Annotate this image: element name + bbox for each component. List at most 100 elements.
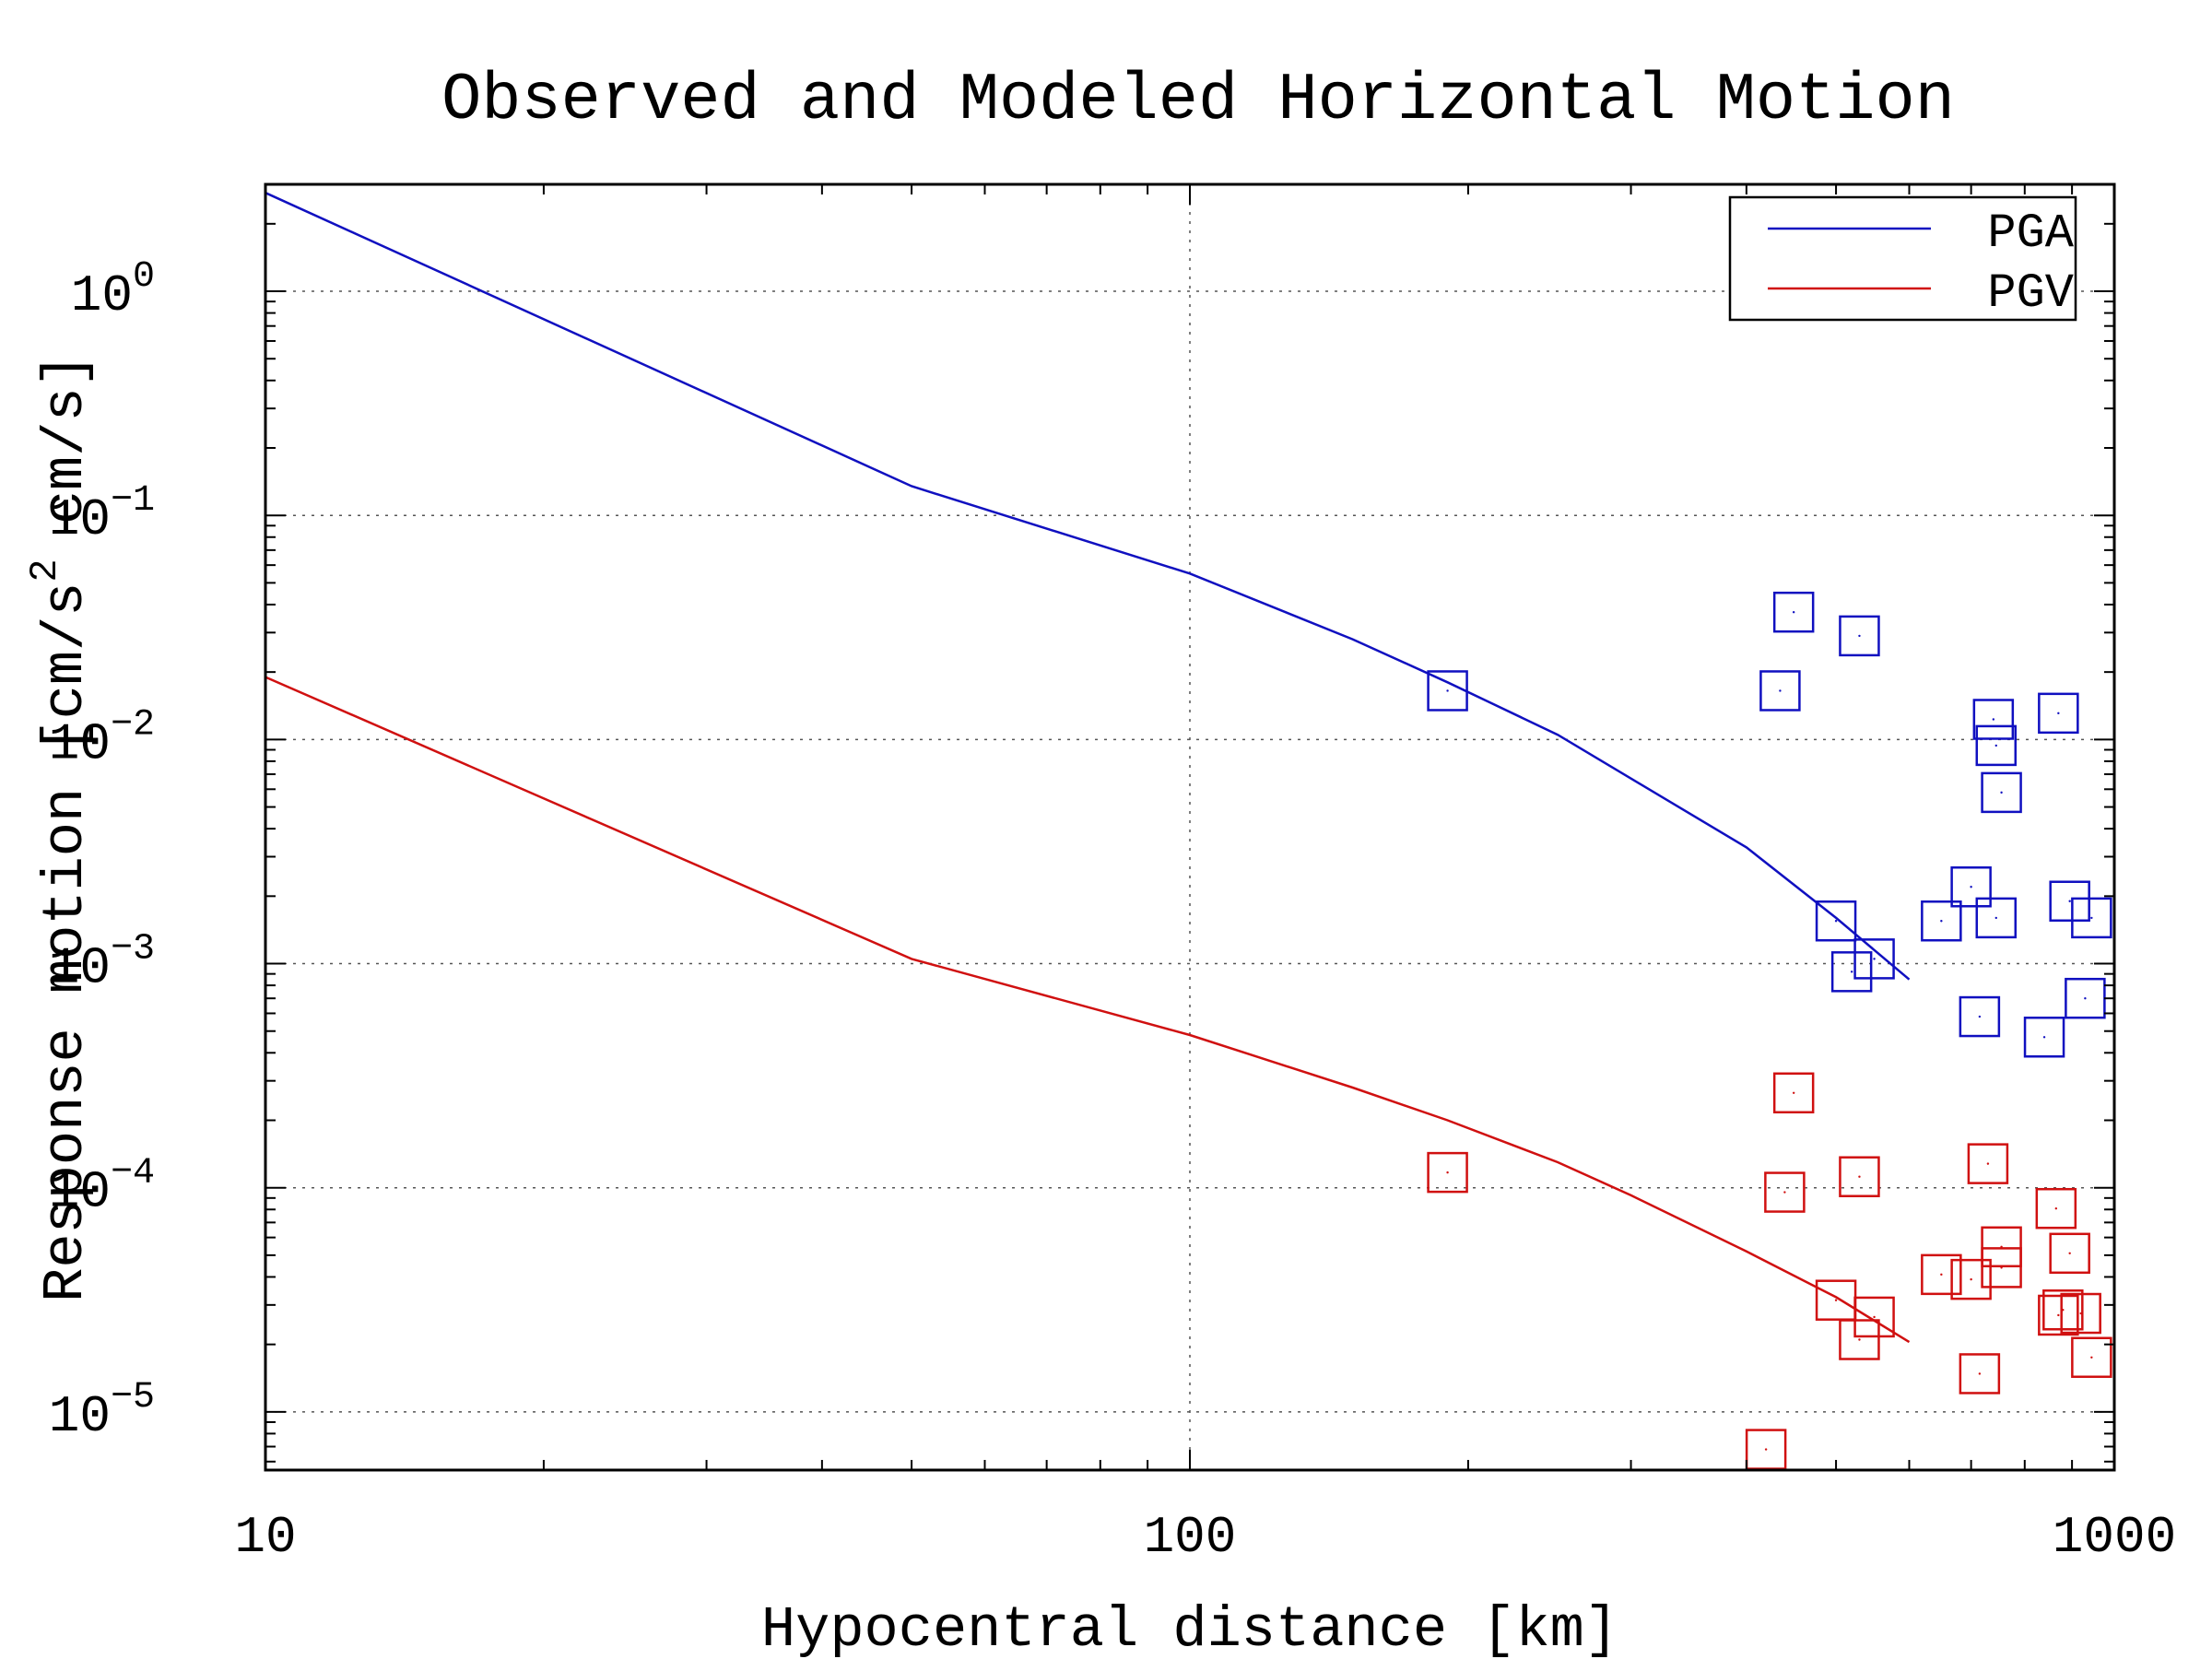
pgv-observed-marker	[1839, 1156, 1880, 1197]
pga-observed-marker	[1427, 670, 1468, 712]
pgv-observed-marker	[1427, 1151, 1468, 1194]
y-tick-base: 10	[49, 939, 111, 998]
pga-observed-marker-dot	[1779, 689, 1782, 692]
pga-observed-marker-dot	[2042, 1036, 2046, 1039]
pga-observed-marker-dot	[1994, 916, 1997, 920]
pgv-observed-marker-dot	[1940, 1273, 1943, 1277]
pgv-observed-marker-dot	[1970, 1277, 1972, 1281]
pga-observed-marker	[2038, 692, 2079, 735]
y-tick-exponent: −1	[111, 480, 155, 522]
pgv-observed-marker	[1921, 1253, 1962, 1296]
pgv-observed-marker	[1764, 1171, 1806, 1213]
y-tick-base: 10	[71, 266, 133, 325]
pgv-observed-marker-dot	[1764, 1448, 1768, 1451]
pgv-observed-marker-dot	[1446, 1171, 1449, 1174]
pgv-observed-marker-dot	[2057, 1313, 2060, 1317]
pga-observed-marker-dot	[1992, 718, 1995, 721]
x-tick-label: 1000	[2053, 1508, 2176, 1567]
y-tick-label: 10−2	[49, 704, 155, 773]
pgv-observed-marker-dot	[1858, 1175, 1861, 1178]
pgv-observed-marker	[1950, 1258, 1992, 1300]
pga-observed-marker	[1950, 866, 1992, 908]
pga-observed-marker	[1972, 699, 2015, 740]
pga-observed-marker	[2071, 897, 2112, 939]
pga-observed-marker-dot	[1940, 920, 1943, 923]
pga-observed-marker-dot	[1850, 971, 1853, 973]
y-tick-exponent: −4	[111, 1153, 155, 1194]
pgv-observed-marker	[2038, 1294, 2079, 1336]
pgv-observed-marker	[2071, 1336, 2112, 1379]
pgv-observed-marker	[1981, 1247, 2022, 1288]
pgv-observed-marker-dot	[1986, 1162, 1990, 1165]
y-tick-label: 10−4	[49, 1153, 155, 1222]
y-tick-label: 100	[71, 256, 155, 325]
pga-observed-marker-dot	[2084, 996, 2087, 1000]
pga-observed-marker	[1981, 771, 2022, 814]
pga-observed-marker-dot	[2068, 900, 2071, 902]
y-axis-label: Response motion [cm/s2 cm/s]	[23, 353, 99, 1302]
pgv-observed-marker	[1967, 1143, 2009, 1184]
legend-box	[1728, 195, 2077, 322]
plot-frame	[264, 182, 2116, 1472]
y-tick-label: 10−5	[49, 1377, 155, 1446]
pgv-observed-marker	[1981, 1226, 2022, 1268]
pga-observed-marker-dot	[2057, 712, 2060, 715]
pga-observed-marker	[1839, 615, 1880, 657]
pgv-observed-marker	[2060, 1292, 2101, 1335]
pga-observed-marker-dot	[1446, 689, 1449, 692]
y-axis-label-tail: cm/s]	[33, 353, 99, 559]
pga-observed-marker-dot	[1978, 1015, 1982, 1018]
y-tick-exponent: 0	[133, 256, 155, 298]
y-tick-base: 10	[49, 490, 111, 549]
pga-observed-marker-dot	[1834, 920, 1838, 923]
pga-observed-marker	[1959, 995, 2001, 1038]
pga-observed-marker	[1830, 951, 1873, 993]
pgv-observed-marker	[1839, 1319, 1880, 1360]
pga-observed-marker	[1815, 900, 1857, 942]
y-axis-label-superscript: 2	[23, 559, 67, 582]
pgv-observed-marker-dot	[1978, 1372, 1982, 1375]
y-tick-label: 10−1	[49, 480, 155, 549]
pga-observed-marker	[1759, 670, 1801, 712]
pgv-observed-marker	[2042, 1289, 2084, 1331]
y-tick-exponent: −2	[111, 704, 155, 746]
legend-label-pgv: PGV	[1987, 266, 2074, 321]
pga-line	[265, 192, 1911, 981]
pga-observed-marker-dot	[1994, 744, 1997, 747]
y-axis-label-main: Response motion [cm/s	[33, 582, 99, 1302]
pga-observed-marker-dot	[1858, 634, 1861, 638]
pga-observed-marker	[1975, 897, 2018, 939]
pga-observed-marker-dot	[1873, 958, 1876, 960]
y-tick-exponent: −3	[111, 929, 155, 971]
pgv-observed-marker-dot	[2079, 1312, 2082, 1315]
pga-observed-marker	[1975, 724, 2018, 767]
legend: PGA PGV	[1728, 195, 2077, 322]
plot-area	[265, 192, 2112, 1470]
x-axis-label: Hypocentral distance [km]	[761, 1597, 1618, 1659]
pga-observed-marker	[1853, 938, 1895, 980]
x-tick-label: 10	[234, 1508, 296, 1567]
pga-observed-marker	[2049, 880, 2090, 922]
y-tick-base: 10	[49, 1163, 111, 1222]
pgv-observed-marker-dot	[1873, 1315, 1876, 1319]
pga-observed-marker	[1921, 900, 1962, 942]
pgv-observed-marker	[2049, 1232, 2090, 1275]
pgv-observed-marker	[1853, 1296, 1895, 1338]
x-tick-label: 100	[1144, 1508, 1237, 1567]
pga-observed-marker-dot	[2000, 791, 2003, 794]
y-tick-base: 10	[49, 714, 111, 773]
pgv-observed-marker	[1959, 1353, 2001, 1394]
pga-observed-marker-dot	[1792, 610, 1795, 614]
pgv-line	[265, 676, 1911, 1344]
y-tick-base: 10	[49, 1387, 111, 1446]
pgv-observed-marker-dot	[1834, 1299, 1838, 1301]
pga-observed-marker	[1772, 591, 1815, 633]
pgv-observed-marker-dot	[2068, 1252, 2071, 1255]
pgv-observed-marker-dot	[1858, 1338, 1861, 1341]
pgv-observed-marker-dot	[2054, 1207, 2058, 1210]
chart-title: Observed and Modeled Horizontal Motion	[441, 63, 1955, 138]
pgv-observed-marker-dot	[1792, 1091, 1795, 1094]
y-tick-exponent: −5	[111, 1377, 155, 1418]
